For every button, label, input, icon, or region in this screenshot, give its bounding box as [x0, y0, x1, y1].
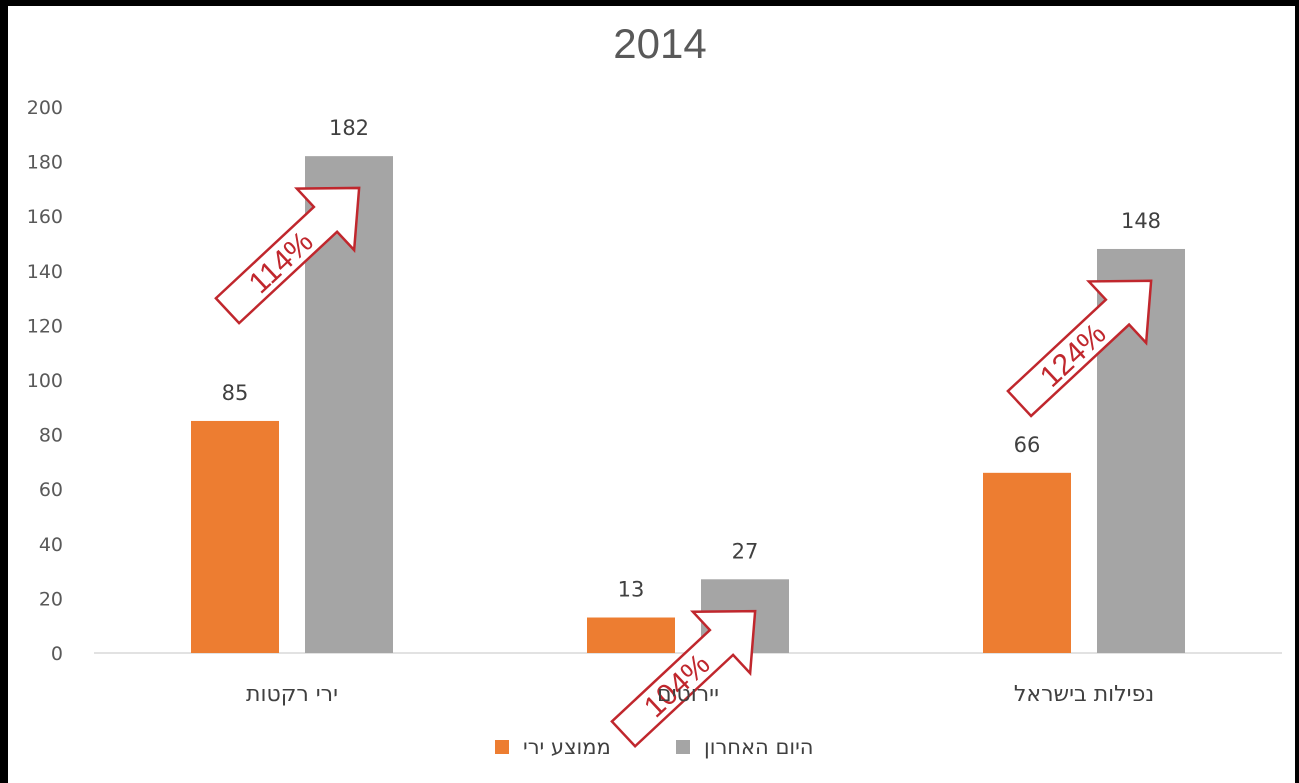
bars-group: 85 182 13 27 66 148 — [191, 116, 1185, 653]
y-tick-label: 140 — [27, 261, 63, 283]
legend-label-1: ממוצע ירי — [523, 735, 611, 759]
y-tick-label: 20 — [39, 588, 63, 610]
category-label-3: נפילות בישראל — [1014, 682, 1154, 707]
legend-swatch-1 — [495, 740, 509, 754]
category-labels: ירי רקטות יירוטים נפילות בישראל — [246, 682, 1154, 707]
legend: ממוצע ירי היום האחרון — [495, 735, 814, 759]
legend-swatch-2 — [676, 740, 690, 754]
bar-series1-cat1 — [191, 420, 279, 653]
arrow-outline-1 — [214, 186, 361, 325]
category-label-1: ירי רקטות — [246, 682, 338, 707]
y-tick-label: 0 — [51, 643, 63, 665]
y-tick-label: 180 — [27, 152, 63, 174]
arrow-outline-2 — [610, 609, 757, 749]
y-tick-label: 40 — [39, 534, 63, 556]
y-tick-label: 80 — [39, 425, 63, 447]
y-tick-label: 100 — [27, 370, 63, 392]
chart-frame: 2014 0 20 40 60 80 100 120 140 160 180 200 85 182 13… — [8, 6, 1295, 783]
bar-series1-cat3 — [983, 472, 1071, 653]
y-tick-label: 120 — [27, 315, 63, 337]
chart-title: 2014 — [613, 20, 706, 67]
data-label-series1-cat3: 66 — [1014, 433, 1041, 457]
y-axis-ticks: 0 20 40 60 80 100 120 140 160 180 200 — [27, 97, 63, 665]
y-tick-label: 200 — [27, 97, 63, 119]
category-label-2: יירוטים — [657, 682, 719, 707]
arrow-outline-3 — [1006, 279, 1153, 418]
data-label-series1-cat2: 13 — [618, 578, 645, 602]
data-label-series2-cat2: 27 — [732, 539, 759, 563]
data-label-series2-cat1: 182 — [329, 116, 369, 140]
bar-chart: 2014 0 20 40 60 80 100 120 140 160 180 200 85 182 13… — [27, 20, 1282, 759]
y-tick-label: 160 — [27, 206, 63, 228]
data-label-series1-cat1: 85 — [222, 381, 249, 405]
bar-series1-cat2 — [587, 617, 675, 653]
y-tick-label: 60 — [39, 479, 63, 501]
legend-label-2: היום האחרון — [704, 735, 814, 759]
data-label-series2-cat3: 148 — [1121, 209, 1161, 233]
